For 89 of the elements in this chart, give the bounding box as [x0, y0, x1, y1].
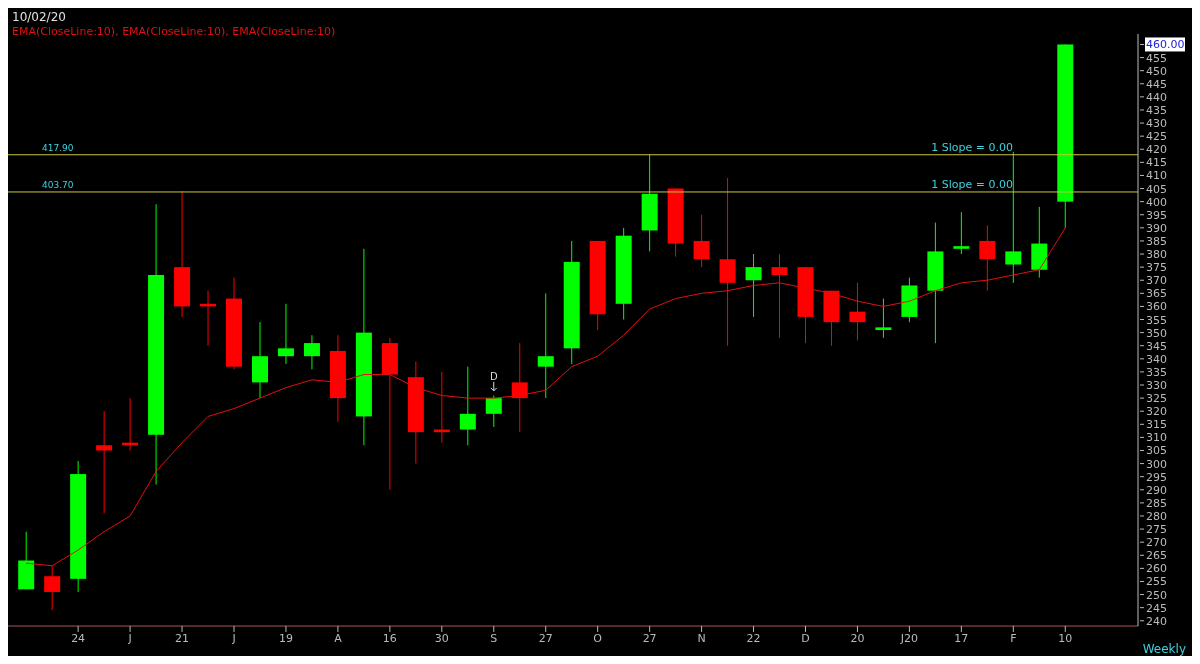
- y-tick-label: 320: [1146, 405, 1167, 419]
- y-tick-label: 395: [1146, 208, 1167, 222]
- x-tick-label: 27: [642, 631, 657, 645]
- y-tick-label: 285: [1146, 496, 1167, 510]
- candlestick: [511, 342, 528, 433]
- y-tick-label: 245: [1146, 601, 1167, 615]
- y-tick-label: 460.00: [1146, 38, 1185, 52]
- y-tick-label: 300: [1146, 457, 1167, 471]
- y-tick-label: 400: [1146, 195, 1167, 209]
- y-tick-label: 430: [1146, 117, 1167, 131]
- y-tick-label: 325: [1146, 392, 1167, 406]
- y-tick-label: 270: [1146, 536, 1167, 550]
- y-tick-label: 375: [1146, 261, 1167, 275]
- y-tick-label: 380: [1146, 248, 1167, 262]
- y-tick-label: 445: [1146, 77, 1167, 91]
- ref-line-label: 403.70: [42, 179, 74, 190]
- x-tick-label: 30: [434, 631, 449, 645]
- text: Weekly: [1142, 642, 1186, 656]
- y-tick-label: 450: [1146, 64, 1167, 78]
- candlestick: [875, 298, 892, 339]
- y-tick-label: 340: [1146, 352, 1167, 366]
- y-tick-label: 350: [1146, 326, 1167, 340]
- x-tick-label: J20: [899, 631, 919, 645]
- candlestick: [771, 253, 788, 339]
- candlestick: [537, 292, 554, 399]
- y-tick-label: 250: [1146, 588, 1167, 602]
- y-tick-label: 410: [1146, 169, 1167, 183]
- candlestick: [485, 394, 502, 428]
- y-tick-label: 260: [1146, 562, 1167, 576]
- candlestick: [953, 211, 970, 255]
- candlestick: [849, 282, 866, 341]
- y-tick-label: 370: [1146, 274, 1167, 288]
- y-tick-label: 425: [1146, 130, 1167, 144]
- x-tick-label: A: [334, 631, 343, 645]
- y-tick-label: 365: [1146, 287, 1167, 301]
- y-tick-label: 355: [1146, 313, 1167, 327]
- candlestick: [277, 303, 294, 365]
- y-tick-label: 330: [1146, 379, 1167, 393]
- chart-title: 10/02/20: [12, 10, 66, 24]
- x-tick-label: 17: [954, 631, 969, 645]
- candlestick: [44, 565, 61, 611]
- candlestick: [979, 224, 996, 292]
- y-tick-label: 280: [1146, 509, 1167, 523]
- annotation: 1 Slope = 0.00: [931, 177, 1013, 191]
- y-tick-label: 455: [1146, 51, 1167, 65]
- x-tick-label: D: [801, 631, 810, 645]
- y-tick-label: 290: [1146, 483, 1167, 497]
- x-tick-label: 22: [746, 631, 761, 645]
- chart-subtitle: EMA(CloseLine:10), EMA(CloseLine:10), EMA(CloseLine:10): [12, 25, 336, 38]
- y-tick-label: 415: [1146, 156, 1167, 170]
- y-tick-label: 405: [1146, 182, 1167, 196]
- candlestick: [459, 366, 476, 446]
- annotation: 1 Slope = 0.00: [931, 140, 1013, 154]
- y-tick-label: 315: [1146, 418, 1167, 432]
- x-tick-label: J: [231, 631, 236, 645]
- x-tick-label: J: [127, 631, 132, 645]
- y-tick-label: 390: [1146, 221, 1167, 235]
- annotation: D: [489, 370, 498, 382]
- x-tick-label: 16: [382, 631, 397, 645]
- y-tick-label: 335: [1146, 365, 1167, 379]
- x-tick-label: 27: [538, 631, 553, 645]
- x-tick-label: S: [490, 631, 498, 645]
- y-tick-label: 295: [1146, 470, 1167, 484]
- ref-line-label: 417.90: [42, 142, 74, 153]
- candlestick: [96, 410, 113, 514]
- candlestick: [693, 214, 710, 268]
- y-tick-label: 275: [1146, 523, 1167, 537]
- x-tick-label: F: [1010, 631, 1017, 645]
- y-tick-label: 420: [1146, 143, 1167, 157]
- y-tick-label: 435: [1146, 103, 1167, 117]
- y-tick-label: 360: [1146, 300, 1167, 314]
- y-tick-label: 310: [1146, 431, 1167, 445]
- candlestick: [719, 177, 736, 347]
- x-tick-label: 19: [278, 631, 293, 645]
- x-tick-label: 21: [175, 631, 190, 645]
- candlestick: [745, 253, 762, 318]
- x-tick-label: 24: [71, 631, 86, 645]
- x-tick-label: N: [697, 631, 706, 645]
- y-tick-label: 385: [1146, 234, 1167, 248]
- x-tick-label: 20: [850, 631, 865, 645]
- y-tick-label: 345: [1146, 339, 1167, 353]
- candlestick: [303, 334, 320, 370]
- x-tick-label: O: [593, 631, 603, 645]
- y-tick-label: 240: [1146, 614, 1167, 628]
- y-tick-label: 440: [1146, 90, 1167, 104]
- y-tick-label: 305: [1146, 444, 1167, 458]
- y-tick-label: 255: [1146, 575, 1167, 589]
- x-tick-label: 10: [1058, 631, 1073, 645]
- y-tick-label: 265: [1146, 549, 1167, 563]
